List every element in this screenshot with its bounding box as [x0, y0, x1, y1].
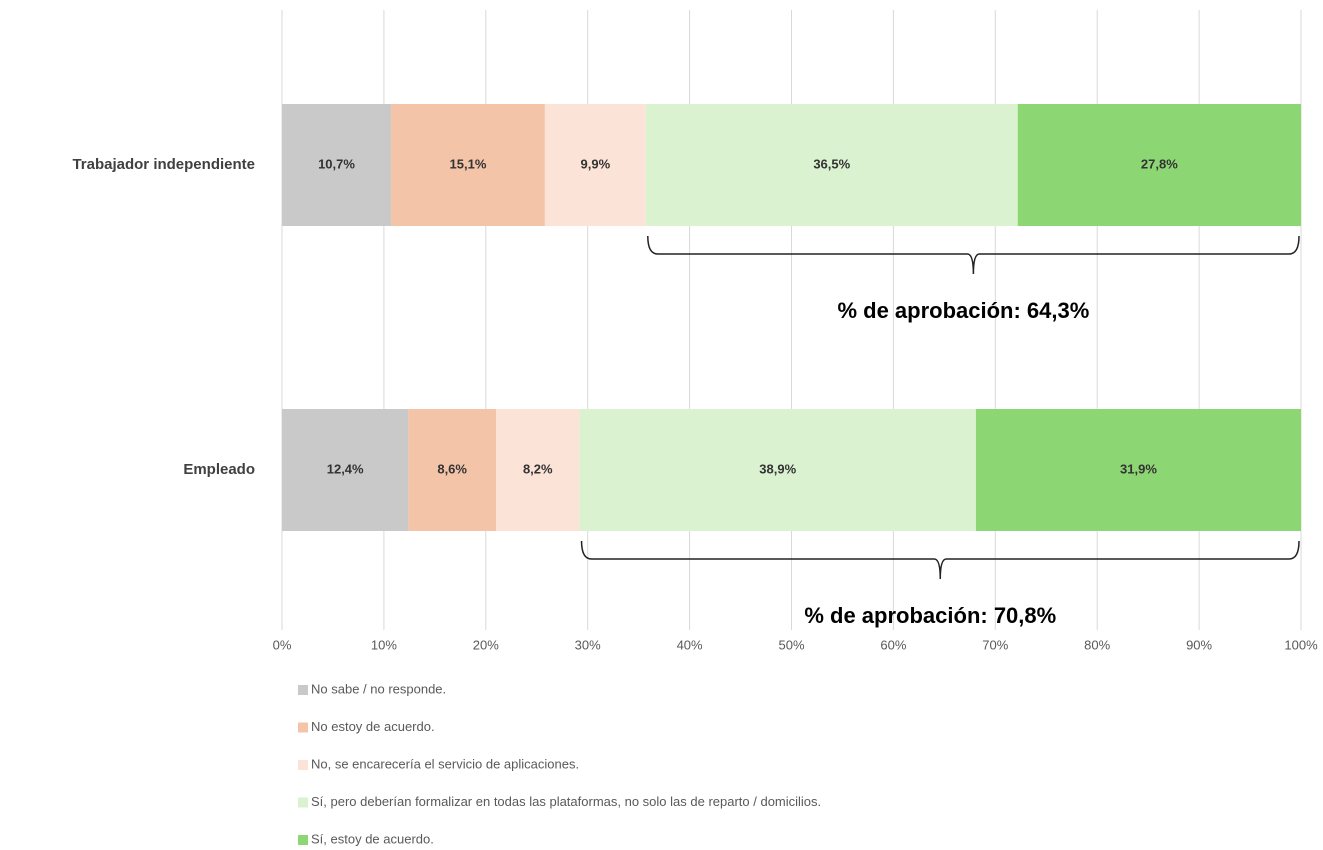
x-tick-label: 40%	[677, 637, 703, 652]
x-tick-label: 30%	[575, 637, 601, 652]
legend-swatch	[298, 685, 308, 695]
legend-swatch	[298, 760, 308, 770]
category-label: Empleado	[183, 461, 255, 478]
bar-segment	[495, 409, 580, 531]
bar-segment	[544, 104, 646, 226]
data-label: 9,9%	[581, 156, 611, 171]
bar-segment	[645, 104, 1018, 226]
data-label: 12,4%	[327, 461, 364, 476]
category-label: Trabajador independiente	[72, 156, 255, 173]
annotation: % de aprobación: 64,3%	[837, 298, 1089, 323]
annotation: % de aprobación: 70,8%	[804, 603, 1056, 628]
bar-segment	[391, 104, 545, 226]
data-label: 8,6%	[437, 461, 467, 476]
legend-label: No estoy de acuerdo.	[311, 719, 435, 734]
x-tick-label: 70%	[982, 637, 1008, 652]
x-tick-label: 80%	[1084, 637, 1110, 652]
bracket	[580, 540, 1300, 580]
bar-segment	[579, 409, 976, 531]
x-tick-label: 10%	[371, 637, 397, 652]
data-label: 27,8%	[1141, 156, 1178, 171]
bar-segment	[975, 409, 1301, 531]
x-tick-label: 100%	[1284, 637, 1318, 652]
bar-segment	[1017, 104, 1301, 226]
legend-swatch	[298, 722, 308, 733]
legend-swatch	[298, 835, 308, 845]
x-tick-label: 90%	[1186, 637, 1212, 652]
data-label: 8,2%	[523, 461, 553, 476]
data-label: 31,9%	[1120, 461, 1157, 476]
x-tick-label: 20%	[473, 637, 499, 652]
data-label: 15,1%	[450, 156, 487, 171]
data-label: 38,9%	[759, 461, 796, 476]
legend-label: Sí, estoy de acuerdo.	[311, 831, 434, 846]
bar-segment	[282, 409, 409, 531]
x-tick-label: 0%	[273, 637, 292, 652]
bar-segment	[408, 409, 496, 531]
legend-label: No, se encarecería el servicio de aplica…	[311, 756, 579, 771]
bracket	[647, 235, 1300, 275]
x-tick-label: 50%	[778, 637, 804, 652]
legend-label: No sabe / no responde.	[311, 681, 446, 696]
bar-segment	[282, 104, 392, 226]
data-label: 36,5%	[813, 156, 850, 171]
legend-label: Sí, pero deberían formalizar en todas la…	[311, 794, 821, 809]
legend-swatch	[298, 797, 308, 808]
data-label: 10,7%	[318, 156, 355, 171]
x-tick-label: 60%	[880, 637, 906, 652]
